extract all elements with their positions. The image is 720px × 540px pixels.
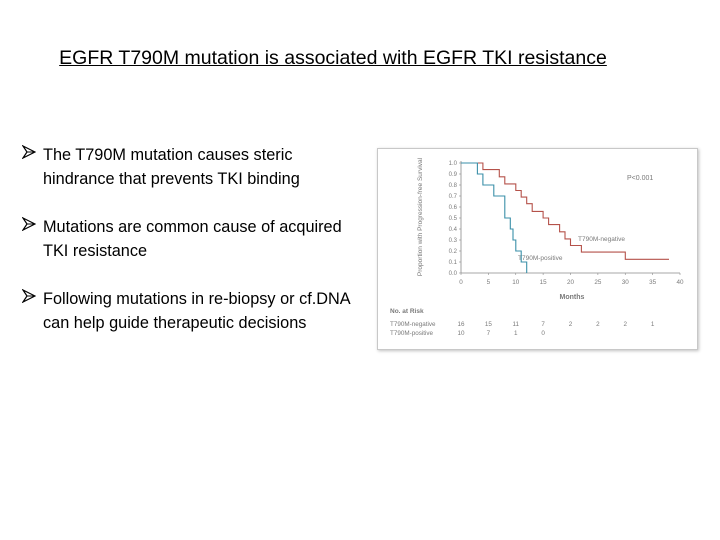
risk-table-value: 2 — [569, 321, 573, 328]
km-chart: Proportion with Progression-free Surviva… — [390, 157, 684, 337]
risk-table-value: 7 — [541, 321, 545, 328]
arrow-bullet-icon — [22, 289, 36, 303]
y-tick-label: 0.7 — [449, 194, 458, 200]
arrow-bullet-icon — [22, 145, 36, 159]
km-curve-negative — [461, 162, 669, 260]
bullet-item: The T790M mutation causes steric hindran… — [22, 143, 352, 191]
km-curve-positive — [461, 162, 528, 273]
risk-table-value: 16 — [457, 321, 465, 328]
y-tick-label: 0.0 — [449, 271, 458, 277]
x-tick-label: 5 — [487, 279, 491, 286]
risk-table-value: 2 — [623, 321, 627, 328]
bullet-text: The T790M mutation causes steric hindran… — [43, 146, 300, 188]
arrow-bullet-icon — [22, 217, 36, 231]
y-tick-label: 0.9 — [449, 172, 458, 178]
y-tick-label: 0.6 — [449, 205, 458, 211]
risk-table-value: 10 — [457, 330, 465, 337]
risk-table-value: 15 — [485, 321, 493, 328]
y-tick-label: 0.2 — [449, 249, 458, 255]
x-tick-label: 20 — [567, 279, 575, 286]
risk-row-label: T790M-positive — [390, 330, 434, 337]
x-tick-label: 15 — [540, 279, 548, 286]
y-tick-label: 0.3 — [449, 238, 458, 244]
risk-table-value: 11 — [512, 321, 519, 328]
risk-table-header: No. at Risk — [390, 308, 424, 315]
risk-table-value: 1 — [651, 321, 655, 328]
y-tick-label: 0.4 — [449, 227, 458, 233]
kaplan-meier-figure: Proportion with Progression-free Surviva… — [377, 148, 698, 350]
risk-row-label: T790M-negative — [390, 321, 436, 328]
bullet-list: The T790M mutation causes steric hindran… — [22, 143, 352, 335]
x-tick-label: 25 — [594, 279, 602, 286]
bullet-text: Following mutations in re-biopsy or cf.D… — [43, 290, 350, 332]
y-tick-label: 0.5 — [449, 216, 458, 222]
x-tick-label: 30 — [622, 279, 630, 286]
y-tick-label: 1.0 — [449, 161, 458, 167]
bullet-item: Mutations are common cause of acquired T… — [22, 215, 352, 263]
bullet-text: Mutations are common cause of acquired T… — [43, 218, 342, 260]
bullet-item: Following mutations in re-biopsy or cf.D… — [22, 287, 352, 335]
y-tick-label: 0.8 — [449, 183, 458, 189]
slide-title: EGFR T790M mutation is associated with E… — [59, 47, 607, 69]
x-tick-label: 0 — [459, 279, 463, 286]
x-tick-label: 35 — [649, 279, 657, 286]
series-label-positive: T790M-positive — [518, 255, 563, 262]
p-value-annotation: P<0.001 — [627, 175, 653, 182]
risk-table-value: 2 — [596, 321, 600, 328]
x-tick-label: 40 — [676, 279, 684, 286]
x-axis-label: Months — [560, 294, 585, 301]
risk-table-value: 0 — [541, 330, 545, 337]
x-tick-label: 10 — [512, 279, 520, 286]
y-tick-label: 0.1 — [449, 260, 458, 266]
risk-table-value: 7 — [487, 330, 491, 337]
series-label-negative: T790M-negative — [578, 236, 625, 243]
y-axis-label: Proportion with Progression-free Surviva… — [417, 157, 424, 276]
risk-table-value: 1 — [514, 330, 518, 337]
